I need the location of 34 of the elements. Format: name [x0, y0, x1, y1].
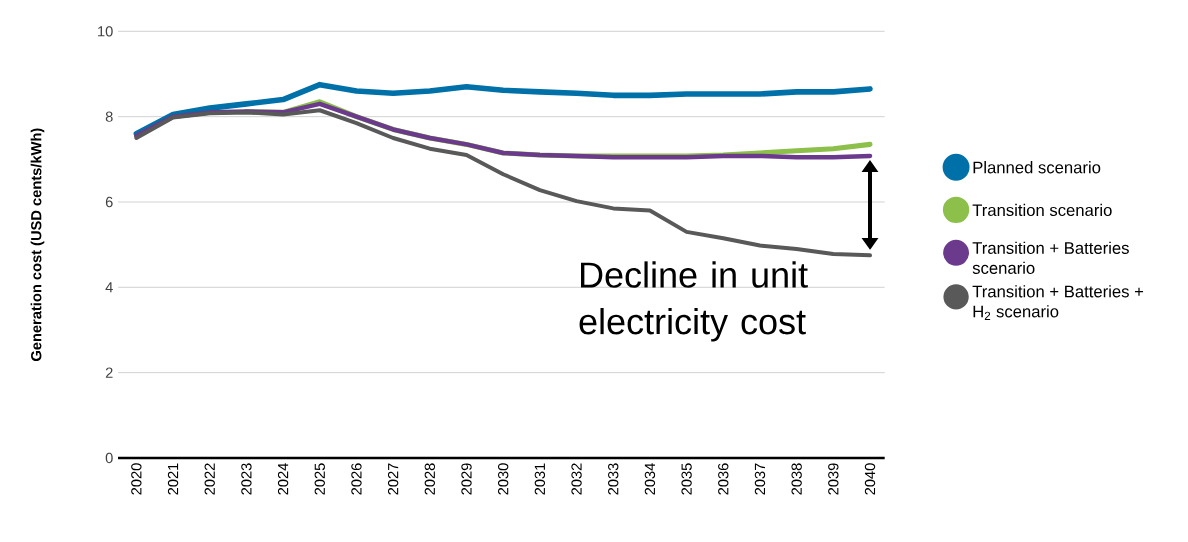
x-tick-label: 2030 [498, 463, 509, 495]
y-tick-label: 0 [105, 452, 113, 464]
y-tick-label: 10 [98, 26, 113, 37]
x-tick-label: 2023 [241, 463, 252, 495]
y-tick-label: 2 [105, 367, 113, 378]
x-tick-label: 2026 [351, 463, 362, 495]
x-tick-label: 2035 [681, 463, 692, 495]
legend-label: Transition + Batteries scenario [972, 241, 1129, 274]
y-tick-label: 4 [105, 282, 113, 293]
x-tick-label: 2036 [718, 463, 729, 495]
y-tick-label: 8 [105, 111, 113, 122]
y-tick-label: 6 [105, 196, 113, 208]
x-tick-label: 2028 [424, 463, 436, 495]
x-tick-label: 2039 [828, 463, 839, 495]
x-tick-label: 2022 [204, 463, 215, 495]
legend-label: Transition + Batteries + H$_{2}$ scenario [972, 285, 1144, 320]
x-tick-label: 2033 [608, 463, 619, 495]
x-tick-label: 2021 [167, 463, 179, 495]
x-tick-label: 2020 [131, 463, 142, 495]
x-tick-label: 2040 [864, 463, 876, 495]
x-tick-label: 2034 [644, 463, 656, 495]
y-axis-title: Generation cost (USD cents/kWh) [30, 128, 45, 361]
x-tick-label: 2038 [791, 463, 802, 495]
x-tick-label: 2037 [754, 463, 766, 495]
x-tick-label: 2032 [571, 463, 582, 495]
x-tick-label: 2025 [314, 463, 325, 495]
legend-label: Transition scenario [972, 203, 1112, 217]
line-series [134, 108, 872, 258]
annotation: Decline in unit electricity cost [579, 261, 808, 342]
legend-label: Planned scenario [973, 161, 1101, 174]
x-tick-label: 2027 [387, 463, 399, 495]
x-tick-label: 2029 [461, 463, 472, 495]
x-tick-label: 2024 [277, 463, 289, 495]
x-tick-label: 2031 [534, 463, 546, 495]
